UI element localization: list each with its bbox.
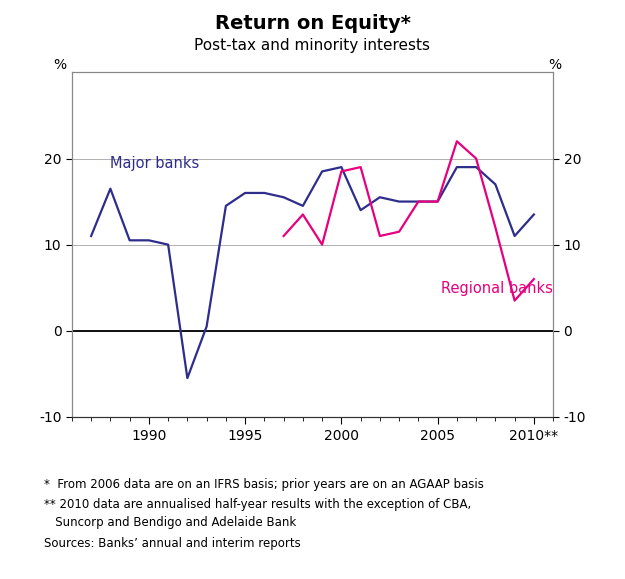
Text: Major banks: Major banks [111, 156, 199, 171]
Text: Regional banks: Regional banks [441, 281, 553, 296]
Text: Suncorp and Bendigo and Adelaide Bank: Suncorp and Bendigo and Adelaide Bank [44, 516, 296, 529]
Text: %: % [53, 58, 66, 72]
Text: Sources: Banks’ annual and interim reports: Sources: Banks’ annual and interim repor… [44, 537, 301, 549]
Text: *  From 2006 data are on an IFRS basis; prior years are on an AGAAP basis: * From 2006 data are on an IFRS basis; p… [44, 478, 484, 490]
Text: Post-tax and minority interests: Post-tax and minority interests [194, 38, 431, 53]
Text: %: % [548, 58, 561, 72]
Text: Return on Equity*: Return on Equity* [214, 14, 411, 34]
Text: ** 2010 data are annualised half-year results with the exception of CBA,: ** 2010 data are annualised half-year re… [44, 498, 471, 511]
